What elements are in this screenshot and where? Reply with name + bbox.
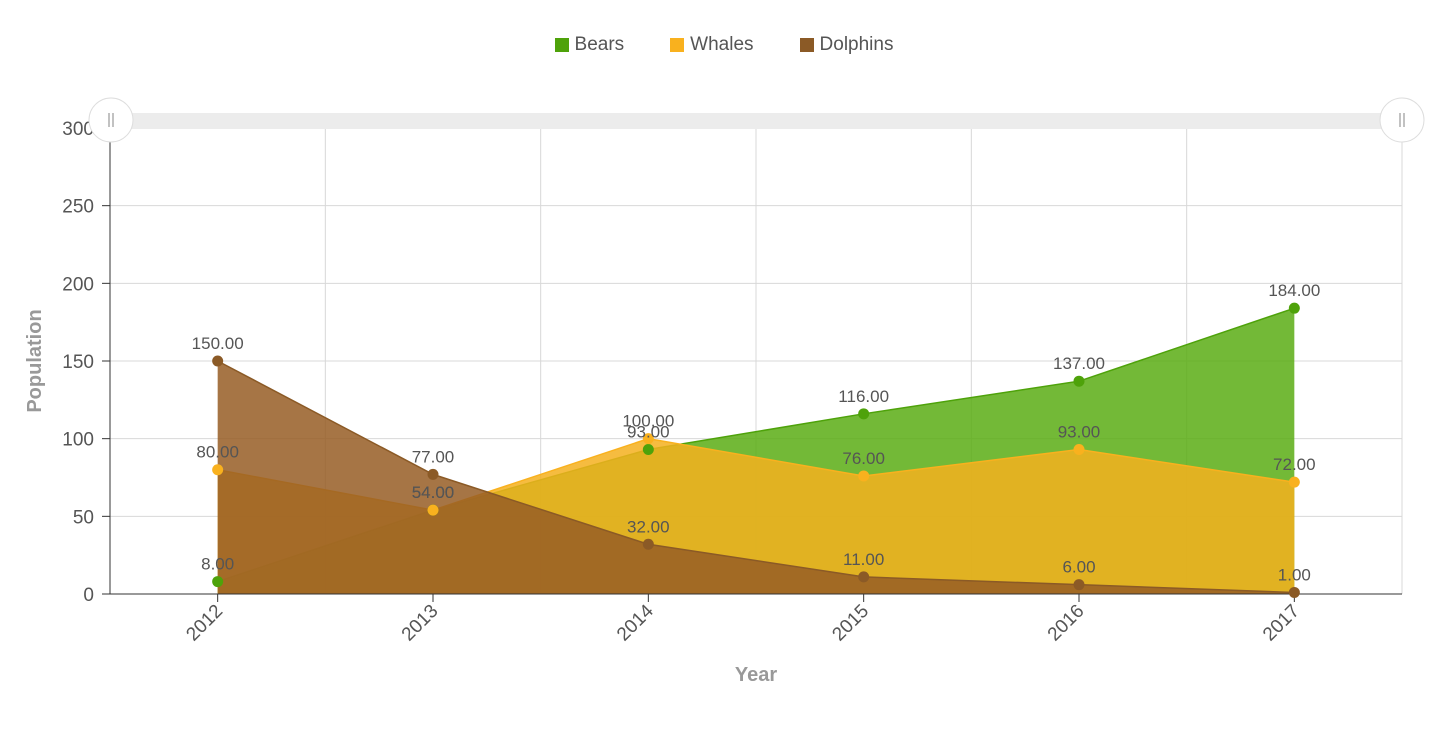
y-tick-label: 150 xyxy=(62,352,94,373)
data-point-whales[interactable] xyxy=(212,464,224,476)
data-point-dolphins[interactable] xyxy=(858,571,870,583)
series-points xyxy=(212,302,1300,598)
data-point-dolphins[interactable] xyxy=(212,355,224,367)
y-tick-label: 50 xyxy=(73,507,94,528)
data-point-dolphins[interactable] xyxy=(427,468,439,480)
data-label-whales: 93.00 xyxy=(1058,423,1101,442)
legend-swatch-dolphins xyxy=(799,38,814,52)
data-label-dolphins: 32.00 xyxy=(627,517,670,536)
data-point-whales[interactable] xyxy=(1073,444,1085,456)
data-point-bears[interactable] xyxy=(858,408,870,420)
zoom-slider[interactable] xyxy=(88,97,1425,143)
data-label-whales: 54.00 xyxy=(412,483,455,502)
data-point-dolphins[interactable] xyxy=(1073,579,1085,591)
data-point-whales[interactable] xyxy=(642,433,654,445)
data-point-bears[interactable] xyxy=(1073,375,1085,387)
data-label-dolphins: 150.00 xyxy=(192,334,244,353)
zoom-slider-right-handle[interactable] xyxy=(1379,97,1425,143)
x-tick-label: 2017 xyxy=(1259,601,1304,646)
zoom-slider-track[interactable] xyxy=(110,113,1403,129)
data-label-dolphins: 6.00 xyxy=(1062,558,1095,577)
data-point-dolphins[interactable] xyxy=(642,538,654,550)
data-label-whales: 80.00 xyxy=(196,443,239,462)
data-label-bears: 137.00 xyxy=(1053,354,1105,373)
y-tick-label: 0 xyxy=(83,585,94,606)
legend-item-bears[interactable]: Bears xyxy=(554,34,625,56)
data-label-bears: 93.00 xyxy=(627,423,670,442)
legend-label-dolphins: Dolphins xyxy=(819,34,894,55)
y-tick-label: 100 xyxy=(62,430,94,451)
legend-item-whales[interactable]: Whales xyxy=(670,34,754,56)
data-label-bears: 54.00 xyxy=(412,483,455,502)
data-label-whales: 76.00 xyxy=(842,449,885,468)
data-labels: 8.0054.0093.00116.00137.00184.0080.0054.… xyxy=(192,281,1321,584)
legend: Bears Whales Dolphins xyxy=(0,34,1448,56)
legend-label-bears: Bears xyxy=(574,34,625,55)
legend-swatch-bears xyxy=(554,38,569,52)
data-label-bears: 116.00 xyxy=(838,387,889,406)
data-point-whales[interactable] xyxy=(858,470,870,482)
legend-item-dolphins[interactable]: Dolphins xyxy=(799,34,894,56)
data-label-dolphins: 1.00 xyxy=(1278,565,1311,584)
data-point-bears[interactable] xyxy=(212,576,224,588)
x-tick-label: 2013 xyxy=(398,601,443,646)
data-point-whales[interactable] xyxy=(427,504,439,516)
y-tick-label: 200 xyxy=(62,274,94,295)
x-tick-label: 2015 xyxy=(828,601,873,646)
series-area-dolphins xyxy=(217,361,1295,594)
x-tick-label: 2014 xyxy=(613,600,658,645)
zoom-slider-left-handle[interactable] xyxy=(88,97,134,143)
series-areas xyxy=(217,307,1295,594)
data-label-dolphins: 11.00 xyxy=(843,550,884,569)
data-label-bears: 184.00 xyxy=(1268,281,1320,300)
data-label-dolphins: 77.00 xyxy=(412,447,455,466)
data-point-whales[interactable] xyxy=(1288,476,1300,488)
x-axis-title: Year xyxy=(735,664,777,686)
data-point-bears[interactable] xyxy=(1288,302,1300,314)
data-point-dolphins[interactable] xyxy=(1288,586,1300,598)
y-axis-title: Population xyxy=(24,309,46,412)
grip-lines-icon xyxy=(108,113,114,127)
x-tick-label: 2012 xyxy=(182,601,227,646)
data-label-bears: 8.00 xyxy=(201,555,234,574)
data-label-whales: 72.00 xyxy=(1273,455,1316,474)
data-point-bears[interactable] xyxy=(642,444,654,456)
series-line-dolphins xyxy=(217,360,1295,594)
y-tick-label: 300 xyxy=(62,119,94,140)
legend-label-whales: Whales xyxy=(690,34,754,55)
grip-lines-icon xyxy=(1399,113,1405,127)
x-tick-label: 2016 xyxy=(1044,601,1089,646)
data-label-whales: 100.00 xyxy=(622,412,674,431)
y-tick-label: 250 xyxy=(62,197,94,218)
legend-swatch-whales xyxy=(670,38,685,52)
